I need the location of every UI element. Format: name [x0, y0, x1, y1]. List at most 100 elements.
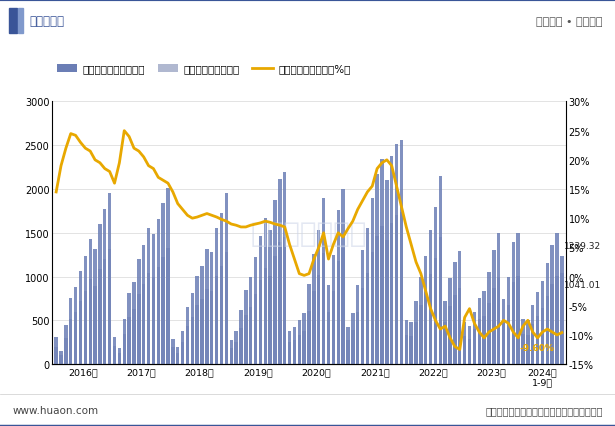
Bar: [162, 258, 165, 364]
Bar: [429, 274, 432, 364]
Text: www.huaon.com: www.huaon.com: [12, 405, 98, 415]
Bar: [93, 287, 97, 364]
Bar: [244, 315, 247, 364]
Bar: [229, 348, 233, 364]
Bar: [103, 210, 106, 364]
Bar: [108, 249, 111, 364]
Bar: [166, 248, 170, 364]
Bar: [303, 331, 306, 364]
Bar: [268, 230, 272, 364]
Bar: [298, 335, 301, 364]
Bar: [215, 229, 218, 364]
Text: 2016-2024年9月江西省房地产投资额及住宅投资额: 2016-2024年9月江西省房地产投资额及住宅投资额: [161, 56, 454, 74]
Bar: [395, 145, 399, 364]
Bar: [400, 141, 403, 364]
Bar: [103, 259, 106, 364]
Bar: [492, 288, 496, 364]
Bar: [385, 240, 389, 364]
Bar: [463, 336, 466, 364]
Bar: [298, 320, 301, 364]
Bar: [147, 228, 150, 364]
Bar: [497, 277, 501, 364]
Bar: [166, 189, 170, 364]
Bar: [502, 322, 506, 364]
Bar: [278, 243, 282, 364]
Bar: [234, 343, 238, 364]
Bar: [196, 276, 199, 364]
Bar: [380, 226, 384, 364]
Text: 专业严谨 • 客观科学: 专业严谨 • 客观科学: [536, 17, 603, 26]
Bar: [395, 216, 399, 364]
Bar: [405, 320, 408, 364]
Bar: [531, 305, 534, 364]
Bar: [122, 319, 126, 364]
Bar: [336, 210, 340, 364]
Bar: [117, 348, 121, 364]
Bar: [536, 316, 539, 364]
Bar: [560, 273, 563, 364]
Bar: [64, 338, 68, 364]
Bar: [424, 292, 427, 364]
Bar: [448, 279, 452, 364]
Bar: [264, 268, 267, 364]
Bar: [196, 306, 199, 364]
Bar: [137, 259, 141, 364]
Text: 1041.01: 1041.01: [565, 280, 601, 289]
Bar: [200, 266, 204, 364]
Bar: [137, 294, 141, 364]
Bar: [229, 340, 233, 364]
Bar: [186, 327, 189, 364]
Bar: [278, 179, 282, 364]
Bar: [453, 295, 456, 364]
Bar: [356, 285, 359, 364]
Bar: [142, 245, 145, 364]
Bar: [200, 299, 204, 364]
Bar: [522, 319, 525, 364]
Bar: [84, 257, 87, 364]
Bar: [443, 301, 447, 364]
Bar: [507, 306, 510, 364]
Bar: [113, 346, 116, 364]
Bar: [415, 301, 418, 364]
Bar: [482, 316, 486, 364]
Bar: [512, 282, 515, 364]
Bar: [512, 242, 515, 364]
Bar: [371, 253, 374, 364]
Bar: [331, 255, 335, 364]
Bar: [55, 347, 58, 364]
Bar: [293, 328, 296, 364]
Bar: [492, 250, 496, 364]
Bar: [322, 253, 325, 364]
Bar: [273, 201, 277, 364]
Text: -9.60%: -9.60%: [520, 343, 555, 352]
Bar: [507, 277, 510, 364]
Bar: [273, 257, 277, 364]
Text: 华经产业研究院: 华经产业研究院: [251, 219, 367, 247]
Bar: [351, 331, 354, 364]
Bar: [526, 320, 530, 364]
Bar: [205, 250, 208, 364]
Bar: [410, 322, 413, 364]
Legend: 房地产投资额（亿元）, 住宅投资额（亿元）, 房地产投资额增速（%）: 房地产投资额（亿元）, 住宅投资额（亿元）, 房地产投资额增速（%）: [52, 60, 355, 78]
Bar: [434, 259, 437, 364]
Bar: [171, 339, 175, 364]
Bar: [390, 224, 394, 364]
Bar: [390, 156, 394, 364]
Bar: [477, 320, 481, 364]
Bar: [239, 328, 243, 364]
Bar: [303, 314, 306, 364]
Bar: [132, 310, 136, 364]
Bar: [419, 277, 423, 364]
Bar: [517, 276, 520, 364]
Bar: [531, 325, 534, 364]
Bar: [220, 213, 223, 364]
Bar: [224, 193, 228, 364]
Bar: [443, 322, 447, 364]
Bar: [331, 291, 335, 364]
Bar: [410, 336, 413, 364]
Bar: [224, 253, 228, 364]
Bar: [117, 354, 121, 364]
Bar: [438, 238, 442, 364]
Bar: [517, 233, 520, 364]
Bar: [254, 294, 257, 364]
